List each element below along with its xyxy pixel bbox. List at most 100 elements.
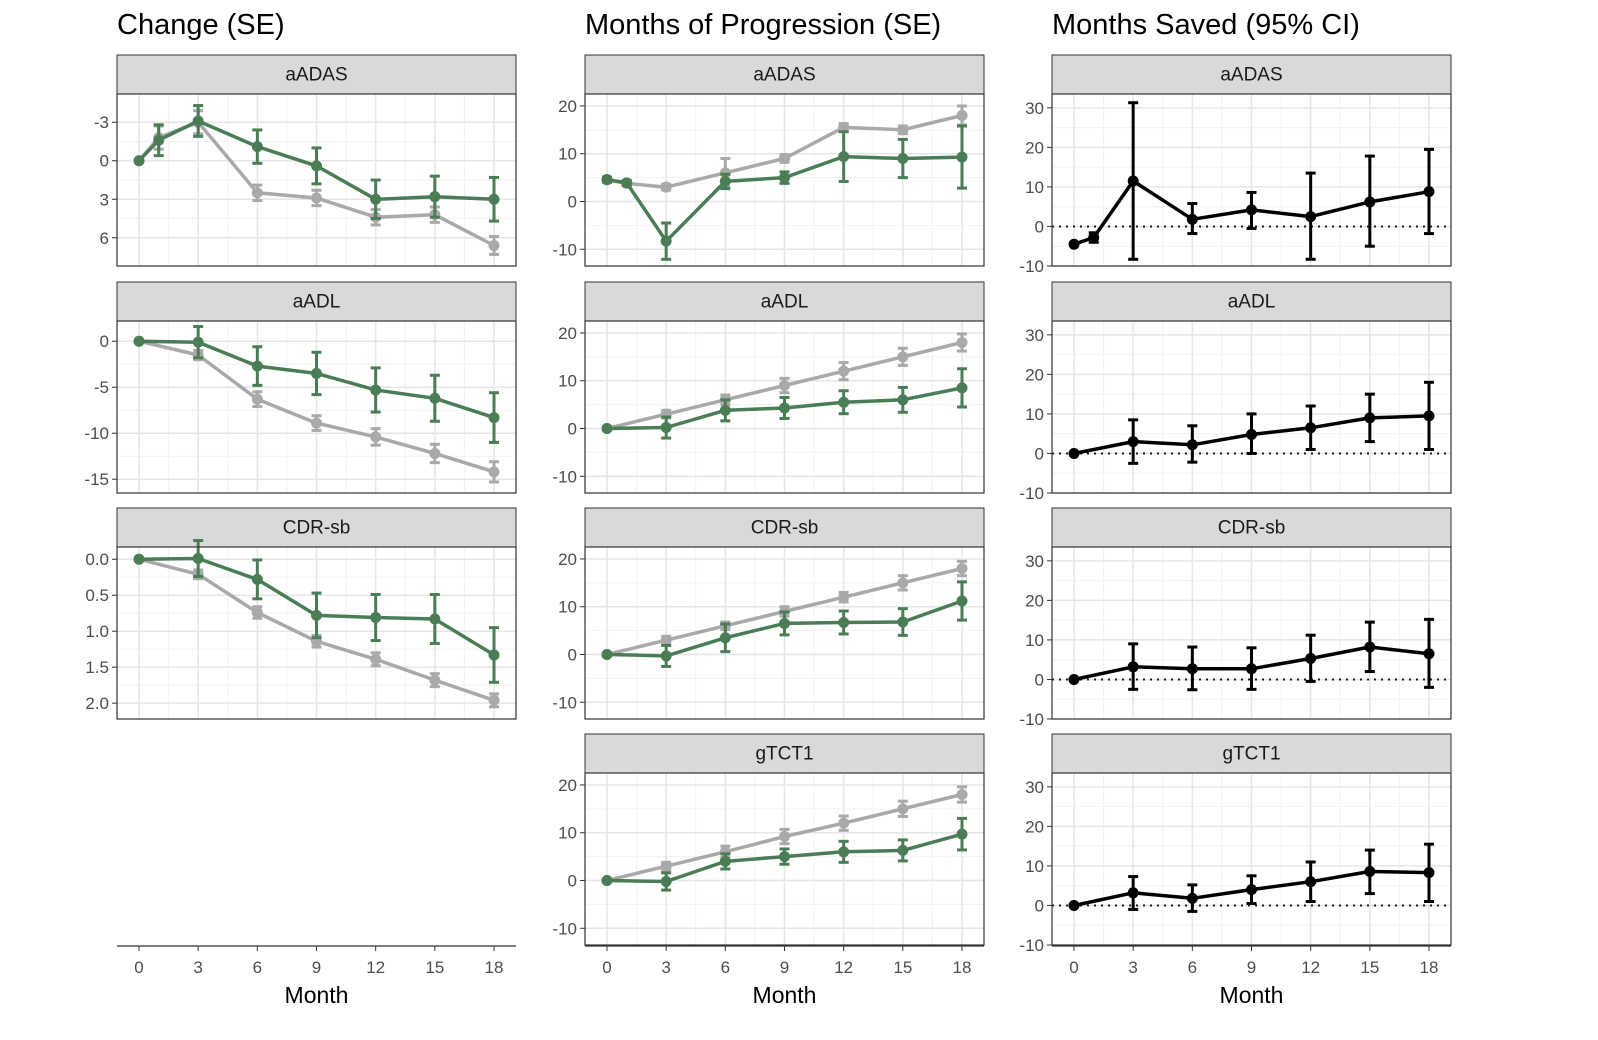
column-3: Months Saved (95% CI)aADAS-100102030aADL… xyxy=(1019,9,1452,1008)
panel-border xyxy=(116,93,517,267)
panel-cdr-sb: CDR-sb 0.0 0.5 1.0 1.5 2.0 xyxy=(85,507,517,720)
data-point xyxy=(1068,447,1080,459)
data-point xyxy=(660,875,672,887)
data-point xyxy=(660,634,672,646)
y-tick-label: 0 xyxy=(568,193,577,212)
y-tick-label: 30 xyxy=(1025,552,1044,571)
data-point xyxy=(897,351,909,363)
data-point xyxy=(370,384,382,396)
series-black xyxy=(1068,101,1435,261)
y-tick-label: 10 xyxy=(558,372,577,391)
data-point xyxy=(897,394,909,406)
y-tick-label: -3 xyxy=(94,113,109,132)
data-point xyxy=(601,423,613,434)
data-point xyxy=(956,382,968,394)
facet-strip-label: aADAS xyxy=(753,65,815,86)
y-tick-label: -10 xyxy=(1019,257,1044,276)
y-tick-label: -10 xyxy=(1019,710,1044,729)
y-tick-label: 20 xyxy=(1025,138,1044,157)
data-point xyxy=(1068,238,1080,250)
data-point xyxy=(251,187,263,199)
data-point xyxy=(779,402,790,414)
facet-strip xyxy=(584,507,985,548)
facet-strip xyxy=(1051,281,1452,322)
data-point xyxy=(838,616,850,628)
x-tick-label: 12 xyxy=(1301,958,1320,977)
data-point xyxy=(1127,887,1139,899)
panel-gtct1: gTCT1 -10 0 10 20 30 xyxy=(1019,733,1452,955)
series-green xyxy=(601,367,968,440)
y-tick-label: 10 xyxy=(558,824,577,843)
data-point xyxy=(897,844,909,856)
data-point xyxy=(601,875,613,886)
data-point xyxy=(1364,196,1376,208)
y-tick-label: 10 xyxy=(1025,857,1044,876)
series-line xyxy=(137,119,495,202)
data-point xyxy=(897,124,909,136)
y-tick-label: 20 xyxy=(1025,817,1044,836)
y-tick-label: -15 xyxy=(84,470,109,489)
series-green xyxy=(133,539,500,684)
panel-aadas: aADAS 6 3 0 -3 xyxy=(94,54,517,267)
series-black xyxy=(1068,617,1435,692)
y-tick-label: 2.0 xyxy=(85,694,109,713)
facet-strip xyxy=(1051,733,1452,774)
series-green xyxy=(601,124,968,261)
series-line xyxy=(1073,179,1430,246)
x-tick-label: 15 xyxy=(425,958,444,977)
data-point xyxy=(779,831,790,843)
column-title: Months of Progression (SE) xyxy=(585,9,941,41)
facet-strip-label: gTCT1 xyxy=(755,744,813,765)
x-tick-label: 6 xyxy=(253,958,262,977)
y-tick-label: 20 xyxy=(1025,591,1044,610)
x-tick-label: 6 xyxy=(1188,958,1197,977)
data-point xyxy=(1423,410,1435,422)
panel-aadl: aADL -10 0 10 20 30 xyxy=(1019,281,1452,503)
data-point xyxy=(838,365,850,377)
data-point xyxy=(779,380,790,391)
facet-strip-label: CDR-sb xyxy=(1218,518,1286,539)
data-point xyxy=(779,851,790,863)
data-point xyxy=(897,153,909,164)
y-tick-label: 30 xyxy=(1025,99,1044,118)
x-tick-label: 3 xyxy=(1128,958,1137,977)
y-tick-label: 0 xyxy=(1035,217,1044,236)
data-point xyxy=(1364,865,1376,877)
y-tick-label: 0 xyxy=(568,420,577,439)
data-point xyxy=(719,855,731,867)
y-tick-label: -10 xyxy=(552,693,577,712)
data-point xyxy=(488,412,500,424)
facet-strip-label: aADAS xyxy=(1220,65,1282,86)
data-point xyxy=(1127,175,1139,187)
data-point xyxy=(488,694,500,706)
data-point xyxy=(838,817,850,829)
data-point xyxy=(1305,211,1317,223)
y-tick-label: -10 xyxy=(552,467,577,486)
data-point xyxy=(1423,186,1435,198)
x-tick-label: 0 xyxy=(602,958,611,977)
panel-aadas: aADAS -10 0 10 20 30 xyxy=(1019,54,1452,276)
data-point xyxy=(897,803,909,815)
panel-gtct1: gTCT1 -10 0 10 20 xyxy=(552,733,985,946)
y-tick-label: 30 xyxy=(1025,326,1044,345)
y-tick-label: 0 xyxy=(1035,896,1044,915)
data-point xyxy=(192,115,204,127)
data-point xyxy=(956,151,968,163)
data-point xyxy=(1186,892,1198,904)
data-point xyxy=(311,417,322,429)
facet-strip-label: aADAS xyxy=(285,65,347,86)
panel-cdr-sb: CDR-sb -10 0 10 20 xyxy=(552,507,985,720)
data-point xyxy=(1305,422,1317,434)
panel-border xyxy=(584,772,985,946)
x-tick-label: 15 xyxy=(1360,958,1379,977)
column-title: Months Saved (95% CI) xyxy=(1052,9,1360,41)
data-point xyxy=(1127,436,1139,448)
data-point xyxy=(956,789,968,800)
data-point xyxy=(660,650,672,662)
data-point xyxy=(429,191,441,203)
panel-aadl: aADL -10 0 10 20 xyxy=(552,281,985,494)
x-tick-label: 9 xyxy=(1247,958,1256,977)
data-point xyxy=(1246,428,1257,440)
facet-strip xyxy=(1051,54,1452,95)
data-point xyxy=(956,337,968,348)
